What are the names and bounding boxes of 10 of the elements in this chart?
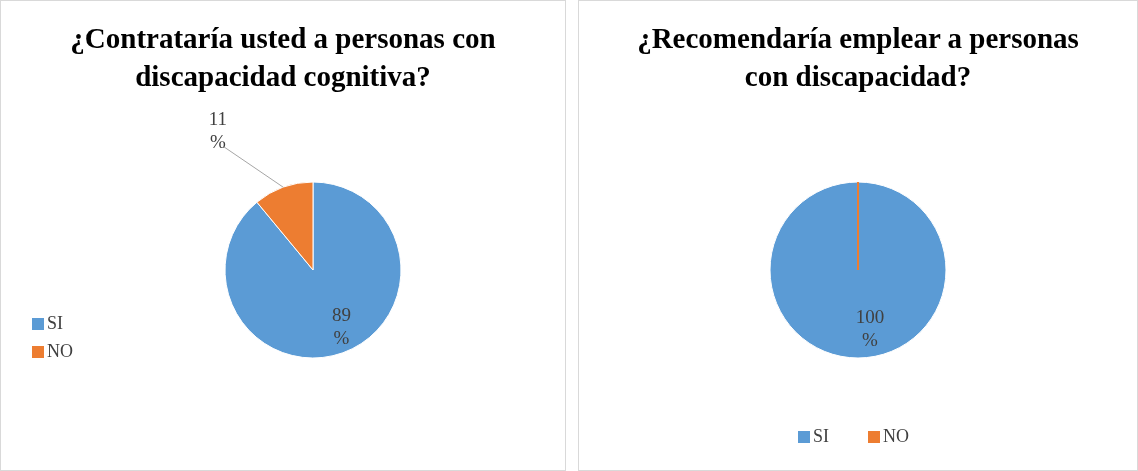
legend-label: SI <box>813 426 830 446</box>
legend-label: NO <box>47 341 73 361</box>
data-label: 100 % <box>855 306 885 351</box>
legend-label: SI <box>47 313 64 333</box>
chart-title: ¿Contrataría usted a personas con discapacidad cognitiva? <box>70 22 496 92</box>
pie-slice <box>224 181 402 359</box>
data-label: 89 % <box>331 303 351 348</box>
chart-title: ¿Recomendaría emplear a personas con discapacidad? <box>637 22 1079 92</box>
data-label: 11 % <box>208 107 228 152</box>
legend-label: NO <box>883 426 909 446</box>
